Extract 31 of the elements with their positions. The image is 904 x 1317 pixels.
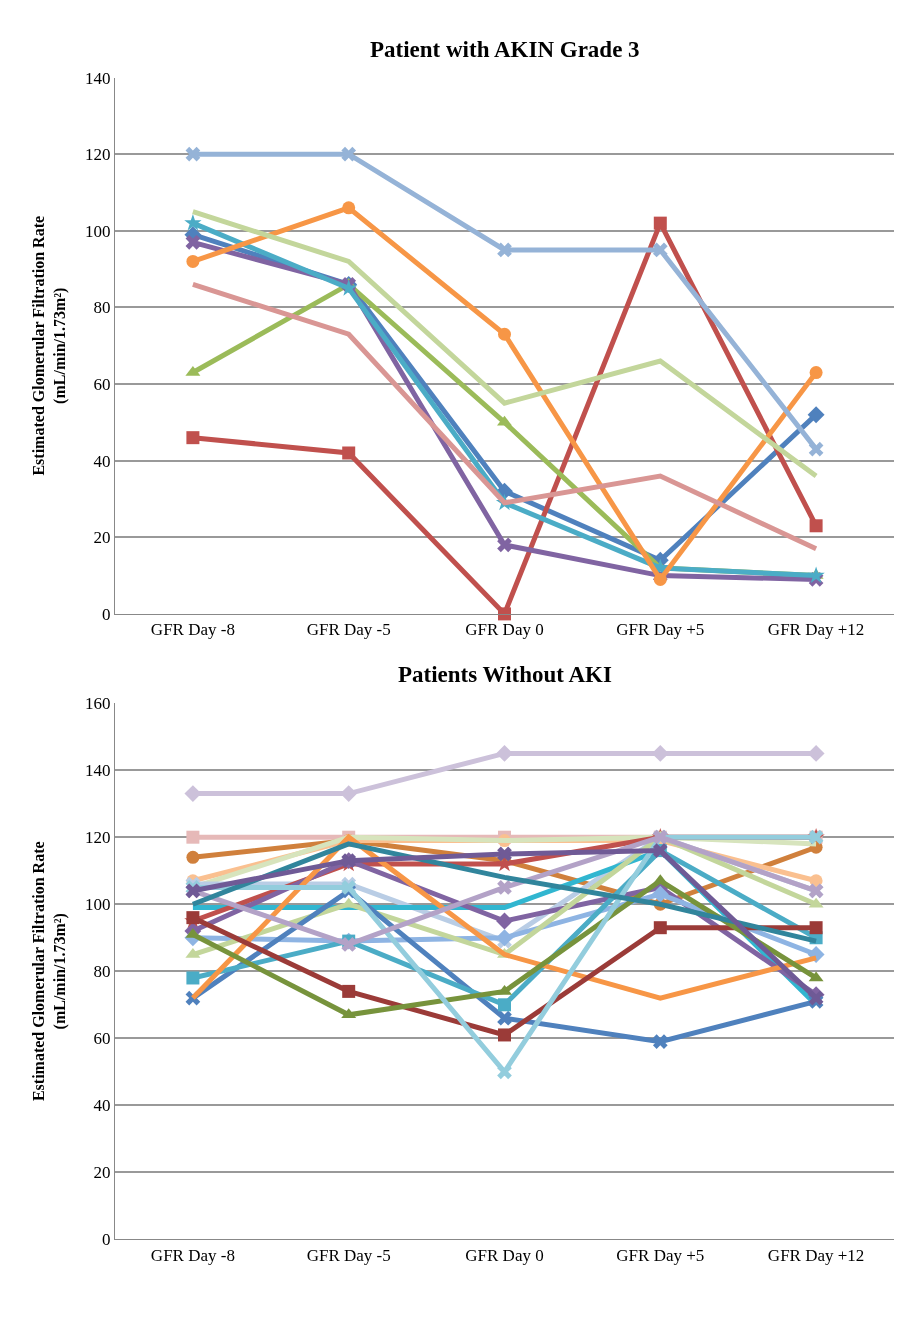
y-tick-label: 120: [85, 145, 111, 165]
x-tick-label: GFR Day -5: [306, 1245, 391, 1265]
y-tick-label: 0: [102, 1230, 111, 1250]
y-axis-title: Estimated Glomerular Filtration Rate (mL/min/1.73m²): [30, 215, 69, 476]
chart-title: Patients Without AKI: [398, 662, 612, 687]
y-tick-label: 160: [85, 694, 111, 714]
y-tick-label: 80: [93, 298, 111, 318]
x-tick-label: GFR Day +5: [616, 620, 705, 640]
y-tick-label: 60: [93, 1029, 111, 1049]
y-tick-label: 80: [93, 962, 111, 982]
x-tick-label: GFR Day 0: [465, 1245, 544, 1265]
x-tick-label: GFR Day -8: [150, 620, 235, 640]
y-tick-label: 20: [93, 528, 111, 548]
y-tick-label: 60: [93, 374, 111, 394]
y-tick-label: 140: [85, 68, 111, 88]
y-tick-label: 20: [93, 1163, 111, 1183]
y-axis-title: Estimated Glomerular Filtration Rate (mL/min/1.73m²): [30, 841, 69, 1102]
y-tick-label: 140: [85, 761, 111, 781]
y-tick-label: 100: [85, 221, 111, 241]
y-tick-label: 40: [93, 1096, 111, 1116]
x-tick-label: GFR Day -5: [306, 620, 391, 640]
x-tick-label: GFR Day +5: [616, 1245, 705, 1265]
y-tick-label: 0: [102, 604, 111, 624]
y-tick-label: 100: [85, 895, 111, 915]
chart-title: Patient with AKIN Grade 3: [370, 37, 640, 62]
y-tick-label: 120: [85, 828, 111, 848]
x-tick-label: GFR Day +12: [767, 620, 865, 640]
y-tick-label: 40: [93, 451, 111, 471]
x-tick-label: GFR Day +12: [767, 1245, 865, 1265]
x-tick-label: GFR Day 0: [465, 620, 544, 640]
x-tick-label: GFR Day -8: [150, 1245, 235, 1265]
